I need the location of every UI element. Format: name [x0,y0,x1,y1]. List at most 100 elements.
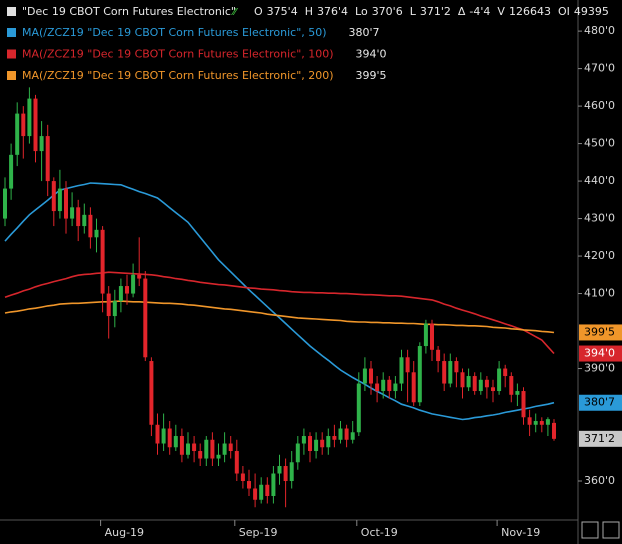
candle-body [161,428,166,444]
candle-body [240,473,245,482]
y-tick-label: 420'0 [584,249,615,262]
candle-layer [3,87,556,508]
quote-key: Δ [458,5,466,18]
candle-body [515,391,520,395]
candle-body [545,419,550,425]
candle-body [198,451,203,459]
quote-value: 371'2 [420,5,451,18]
candle-body [173,436,178,448]
quote-header: "Dec 19 CBOT Corn Futures Electronic" O 37… [22,5,609,18]
candle-body [155,424,160,444]
candle-body [234,451,239,474]
candle-body [33,98,38,152]
candle-body [466,376,471,388]
quote-value: 375'4 [267,5,298,18]
candle-body [15,113,20,155]
candle-body [533,421,538,425]
candle-body [442,361,447,384]
candle-body [436,349,441,362]
y-tick-label: 480'0 [584,24,615,37]
candle-body [192,443,197,452]
quote-key: V [497,5,505,18]
x-tick-label: Nov-19 [501,526,540,539]
candle-body [423,323,428,347]
candle-body [27,98,32,137]
ma-line [4,300,555,334]
status-icon: ⁄⁄ [231,7,239,18]
candle-body [454,361,459,373]
candle-body [137,274,142,279]
candle-body [301,436,306,444]
candle-body [228,443,233,452]
legend-name: MA(/ZCZ19 "Dec 19 CBOT Corn Futures Elec… [22,48,334,61]
candle-body [125,286,129,294]
candle-body [491,387,495,392]
quote-value: 126643 [509,5,551,18]
candle-body [521,391,526,418]
candle-body [64,188,68,219]
candle-body [82,214,87,227]
ma-tag-label: 380'7 [584,396,615,409]
candle-body [118,286,123,302]
ma-tag-label: 394'0 [584,347,615,360]
candle-body [271,473,276,497]
legend-swatch [7,49,16,59]
candle-body [417,346,422,403]
y-tick-label: 460'0 [584,99,615,112]
candle-body [3,188,7,219]
candle-body [484,379,489,388]
candle-body [460,372,465,388]
candle-body [381,379,386,392]
candle-body [405,357,410,373]
candle-body [356,383,361,433]
candle-body [112,301,117,317]
candle-body [326,436,331,448]
candle-body [21,113,26,137]
x-tick-label: Aug-19 [105,526,144,539]
candle-body [131,274,136,294]
candle-body [100,229,105,294]
candle-body [430,323,434,350]
candle-body [332,436,337,440]
axis-layer: 360'0 390'0 410'0 420'0 430'0 440'0 450'0 460'0… [100,24,622,539]
settings-icon[interactable] [581,521,599,539]
candle-body [253,488,258,500]
legend-name: MA(/ZCZ19 "Dec 19 CBOT Corn Futures Elec… [22,26,327,39]
candle-body [344,428,349,440]
quote-key: H [305,5,313,18]
legend-entry: MA(/ZCZ19 "Dec 19 CBOT Corn Futures Elec… [22,26,380,39]
candle-body [387,379,392,392]
ma-tag-box [579,394,622,411]
candle-body [247,481,251,489]
y-tick-label: 450'0 [584,137,615,150]
candle-body [94,229,99,238]
quote-value: 370'6 [372,5,403,18]
legend: "Dec 19 CBOT Corn Futures Electronic" O 37… [7,5,609,82]
ma-tag-label: 399'5 [584,325,615,338]
candle-body [497,368,502,392]
candle-body [106,293,111,317]
ma-tag-box [579,324,622,341]
candle-body [314,439,319,452]
quote-value: 49395 [574,5,609,18]
quote-value: -4'4 [469,5,490,18]
candle-body [179,436,184,455]
expand-icon[interactable] [602,521,620,539]
candle-body [149,361,154,425]
candle-body [9,154,14,189]
candle-body [448,361,453,384]
candle-body [472,376,477,392]
quote-key: O [254,5,263,18]
legend-name: MA(/ZCZ19 "Dec 19 CBOT Corn Futures Elec… [22,69,334,82]
candle-body [45,136,50,182]
candle-body [204,439,209,459]
candle-body [216,454,221,459]
candle-body [295,443,300,463]
candle-body [503,368,508,377]
candle-body [350,432,355,440]
candle-body [289,462,294,482]
symbol-title: "Dec 19 CBOT Corn Futures Electronic" [22,5,236,18]
x-tick-label: Oct-19 [361,526,398,539]
